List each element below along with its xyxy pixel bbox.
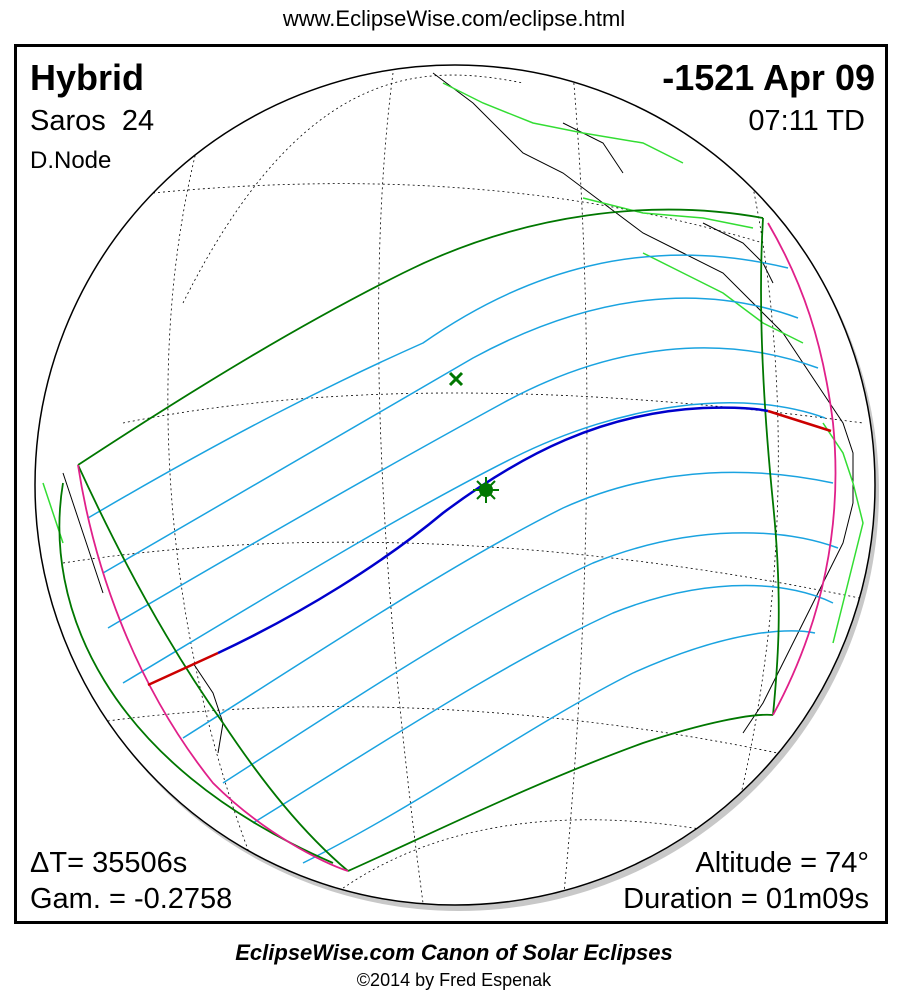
saros-number: 24 xyxy=(121,105,155,137)
gamma: Gam. = -0.2758 xyxy=(30,883,233,915)
eclipse-time: 07:11 TD xyxy=(748,105,865,137)
eclipse-date: -1521 Apr 09 xyxy=(662,57,875,98)
globe-outline xyxy=(34,64,876,906)
duration: Duration = 01m09s xyxy=(623,883,869,915)
penumbral-limits xyxy=(58,208,780,872)
central-path-total xyxy=(217,406,769,655)
rise-set-limits xyxy=(77,222,837,872)
delta-t: ΔT= 35506s xyxy=(30,847,188,879)
node-label: D.Node xyxy=(30,147,112,174)
graticule xyxy=(62,72,875,904)
greatest-eclipse-star-icon xyxy=(473,477,499,503)
saros-label: Saros xyxy=(30,105,106,137)
eclipse-map-frame: Hybrid -1521 Apr 09 Saros 24 07:11 TD D.… xyxy=(14,44,888,924)
eclipse-type: Hybrid xyxy=(30,57,145,98)
altitude: Altitude = 74° xyxy=(695,847,869,879)
partial-isochrones xyxy=(87,254,839,864)
central-path-annular-east xyxy=(767,409,832,433)
saros-row: Saros 24 xyxy=(30,105,154,138)
coastlines xyxy=(62,72,854,754)
source-url: www.EclipseWise.com/eclipse.html xyxy=(282,6,626,31)
footer-title: EclipseWise.com Canon of Solar Eclipses xyxy=(235,940,673,965)
eclipse-globe-map xyxy=(34,64,879,911)
central-path-annular-west xyxy=(147,651,219,687)
footer-copyright: ©2014 by Fred Espenak xyxy=(356,970,552,990)
sub-solar-point-icon xyxy=(448,371,464,387)
